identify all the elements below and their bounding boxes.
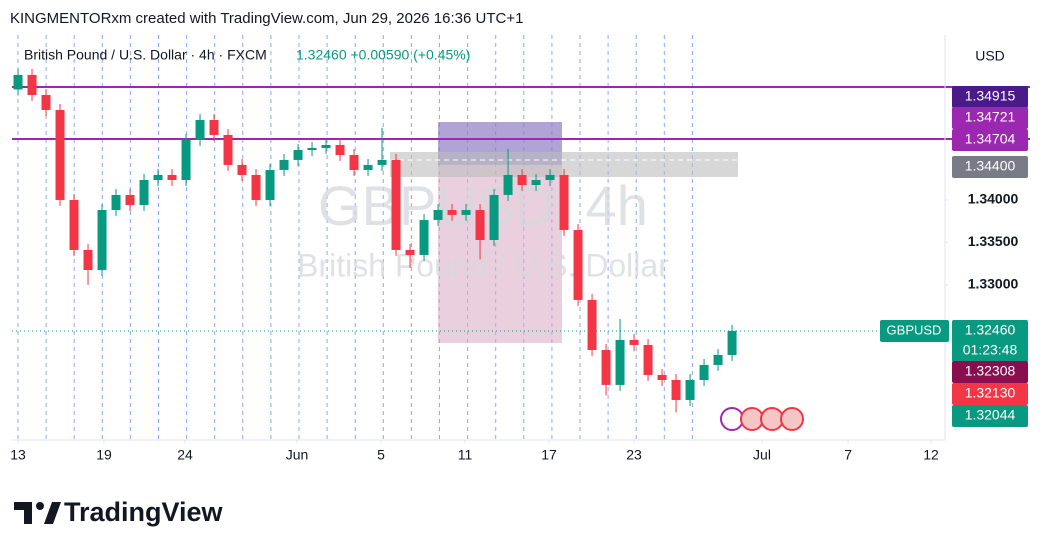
price-tag: 01:23:48 <box>963 342 1018 358</box>
candle-body <box>27 74 37 96</box>
candle-body <box>447 210 457 215</box>
price-tag: 1.32130 <box>965 385 1016 401</box>
candle-body <box>517 174 527 186</box>
candle-body <box>321 144 331 148</box>
price-tag: 1.32044 <box>965 407 1016 423</box>
quote: 1.32460 +0.00590 (+0.45%) <box>296 47 470 63</box>
price-tag-bg <box>952 129 1028 151</box>
candle-body <box>433 210 443 220</box>
candle-body <box>377 159 387 165</box>
candle-body <box>545 174 555 181</box>
candle-body <box>475 210 485 241</box>
x-tick-label: 12 <box>923 447 939 463</box>
logo <box>14 502 61 524</box>
candle-body <box>83 249 93 271</box>
candle-body <box>601 349 611 385</box>
candle-body <box>727 330 737 356</box>
candle-body <box>391 159 401 250</box>
price-tag-bg <box>952 361 1028 383</box>
candle-body <box>55 109 65 200</box>
candle-body <box>573 229 583 300</box>
currency: USD <box>975 48 1005 64</box>
x-tick-label: 11 <box>458 447 473 463</box>
x-tick-label: 5 <box>377 447 385 463</box>
candle-body <box>139 180 149 205</box>
y-tick-label: 1.33500 <box>968 233 1019 249</box>
candle-body <box>489 194 499 241</box>
watermark-sub: British Pound / U.S. Dollar <box>297 247 669 283</box>
x-tick-label: 23 <box>626 447 642 463</box>
price-tag-bg <box>952 405 1028 427</box>
candle-body <box>237 164 247 175</box>
x-tick-label: 13 <box>10 447 26 463</box>
price-tag: 1.34704 <box>965 131 1016 147</box>
candle-body <box>349 155 359 170</box>
candle-body <box>265 169 275 200</box>
x-tick-label: 24 <box>177 447 193 463</box>
candle-body <box>181 139 191 181</box>
candle-body <box>461 210 471 215</box>
y-tick-label: 1.34000 <box>968 191 1019 207</box>
candle-body <box>293 149 303 160</box>
candle-body <box>419 219 429 255</box>
price-tag-bg <box>952 340 1028 362</box>
price-tag: 1.34915 <box>965 88 1016 104</box>
price-tag: 1.32460 <box>965 322 1016 338</box>
x-tick-label: 7 <box>844 447 852 463</box>
x-tick-label: Jun <box>286 447 309 463</box>
candle-body <box>629 339 639 345</box>
candle-body <box>671 379 681 400</box>
candle-body <box>251 174 261 200</box>
candle-body <box>587 299 597 350</box>
y-tick-label: 1.33000 <box>968 276 1019 292</box>
x-tick-label: 19 <box>96 447 112 463</box>
candle-body <box>503 174 513 195</box>
candle-body <box>685 379 695 400</box>
event-icons <box>720 407 804 431</box>
candle-body <box>167 174 177 181</box>
footer-brand: TradingView <box>64 497 224 527</box>
price-tag: 1.34400 <box>965 158 1016 174</box>
candle-body <box>335 144 345 156</box>
candle-body <box>13 74 23 90</box>
x-tick-label: Jul <box>753 447 771 463</box>
candle-body <box>111 194 121 211</box>
header: KINGMENTORxm created with TradingView.co… <box>10 10 523 27</box>
x-tick-label: 17 <box>541 447 557 463</box>
candle-body <box>307 147 317 150</box>
candle-body <box>125 194 135 205</box>
price-tag-bg <box>952 156 1028 178</box>
candle-body <box>97 210 107 271</box>
candle-body <box>405 249 415 255</box>
candle-body <box>559 174 569 230</box>
symbol-tag: GBPUSD <box>887 322 942 337</box>
price-tag: 1.34721 <box>965 109 1016 125</box>
candle-body <box>699 364 709 380</box>
candle-body <box>363 164 373 170</box>
candle-body <box>223 134 233 165</box>
symbol-line: British Pound / U.S. Dollar · 4h · FXCM <box>24 47 267 63</box>
candle-body <box>713 355 723 365</box>
candle-body <box>195 119 205 140</box>
zone-box <box>438 165 562 343</box>
candle-body <box>279 159 289 170</box>
candle-body <box>209 119 219 135</box>
candle-body <box>615 339 625 385</box>
candle-body <box>153 174 163 181</box>
price-tag-bg <box>952 86 1028 108</box>
candle-body <box>657 374 667 380</box>
candle-body <box>643 344 653 375</box>
price-tag-bg <box>952 107 1028 129</box>
price-tag: 1.32308 <box>965 363 1016 379</box>
candle-body <box>41 95 51 110</box>
candle-body <box>531 180 541 186</box>
candle-body <box>69 199 79 250</box>
price-tag-bg <box>952 383 1028 405</box>
symbol-tag-bg <box>880 320 949 342</box>
price-tag-bg <box>952 320 1028 342</box>
